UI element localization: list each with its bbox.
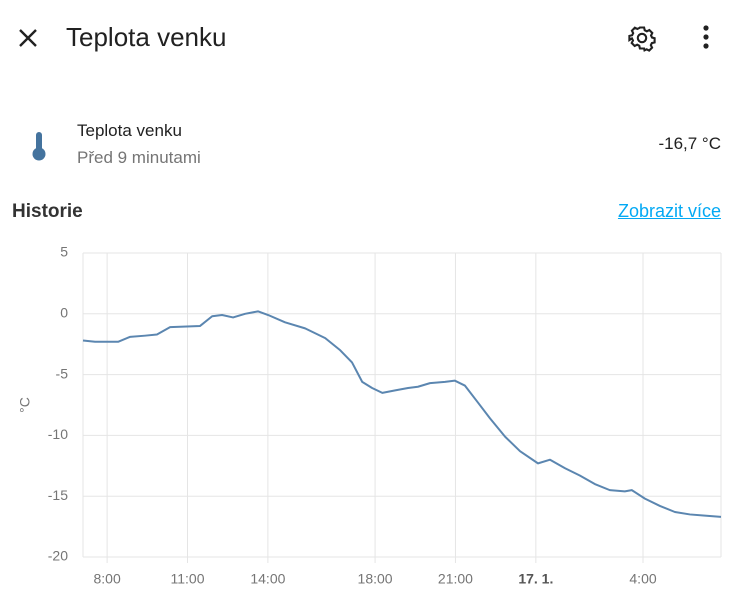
x-tick-label: 4:00 (629, 571, 656, 587)
x-tick-label: 17. 1. (518, 571, 553, 587)
entity-updated: Před 9 minutami (77, 148, 201, 167)
x-tick-label: 21:00 (438, 571, 473, 587)
x-tick-label: 18:00 (358, 571, 393, 587)
more-button[interactable] (700, 24, 712, 50)
y-axis-label: °C (17, 397, 33, 413)
y-tick-label: -10 (48, 426, 68, 442)
dialog-title: Teplota venku (66, 22, 227, 52)
entity-name: Teplota venku (77, 121, 182, 140)
chart: °C -20 -15 -10 -5 0 5 8:00 11:00 14:00 18:00 21:00… (17, 244, 722, 587)
y-tick-label: 0 (60, 305, 68, 321)
history-title: Historie (12, 201, 83, 222)
thermometer-icon (32, 132, 46, 161)
entity-state: -16,7 °C (658, 134, 721, 153)
y-tick-label: -15 (48, 487, 68, 503)
close-button[interactable] (16, 26, 40, 50)
y-tick-label: -20 (48, 548, 68, 564)
history-link[interactable]: Zobrazit více (617, 201, 721, 221)
y-tick-label: 5 (60, 244, 68, 260)
line-series (82, 310, 722, 518)
x-tick-label: 11:00 (171, 571, 205, 587)
settings-button[interactable] (628, 24, 656, 52)
x-tick-label: 8:00 (93, 571, 120, 587)
y-tick-label: -5 (56, 365, 69, 381)
x-tick-label: 14:00 (250, 571, 285, 587)
